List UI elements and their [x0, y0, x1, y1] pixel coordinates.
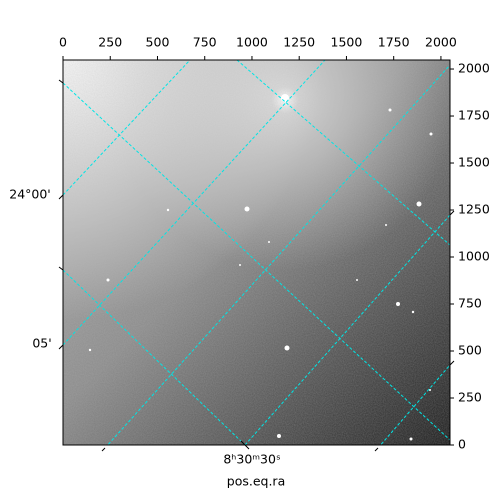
wcs-ticks — [58, 79, 455, 452]
y-tick-label: 1250 — [458, 202, 490, 217]
y-tick-label: 250 — [458, 390, 482, 405]
y-tick-label: 750 — [458, 296, 482, 311]
x-tick-label: 2000 — [425, 35, 457, 50]
y-tick-label: 1500 — [458, 155, 490, 170]
y-tick-label: 2000 — [458, 61, 490, 76]
x-tick-label: 1000 — [236, 35, 268, 50]
y-tick-label: 1000 — [458, 249, 490, 264]
dec-label: 05' — [32, 336, 51, 351]
wcs-grid — [63, 60, 450, 445]
y-tick-label: 0 — [458, 437, 466, 452]
x-tick-label: 500 — [146, 35, 170, 50]
sky-image — [63, 60, 450, 445]
ra-label: 8ʰ30ᵐ30ˢ — [223, 452, 280, 467]
x-tick-label: 250 — [98, 35, 122, 50]
x-axis-label: pos.eq.ra — [227, 474, 285, 489]
y-tick-label: 500 — [458, 343, 482, 358]
x-tick-label: 1750 — [378, 35, 410, 50]
dec-label: 24°00' — [9, 187, 51, 202]
x-tick-label: 1250 — [283, 35, 315, 50]
x-tick-label: 750 — [193, 35, 217, 50]
x-tick-label: 1500 — [331, 35, 363, 50]
y-tick-label: 1750 — [458, 108, 490, 123]
frame — [62, 59, 451, 446]
x-tick-label: 0 — [59, 35, 67, 50]
